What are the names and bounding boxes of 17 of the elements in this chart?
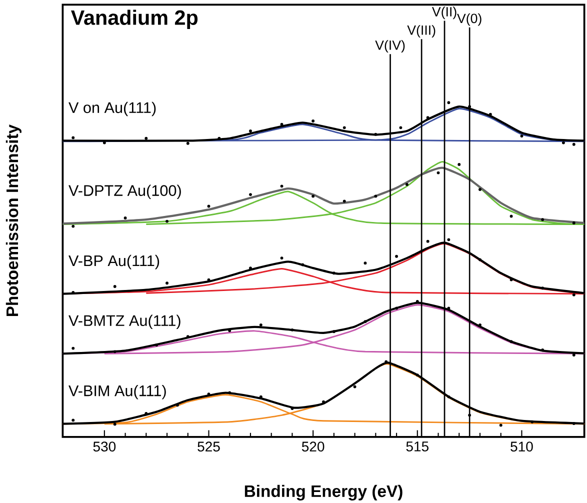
series-label: V-BIM Au(111) xyxy=(68,385,166,400)
y-axis-title: Photoemission Intensity xyxy=(6,124,22,316)
series-label: V-BP Au(111) xyxy=(68,254,160,270)
ref-line-label: V(II) xyxy=(432,6,456,20)
x-tick-label: 525 xyxy=(198,442,220,452)
x-tick-label: 510 xyxy=(510,442,533,452)
ref-line-label: V(0) xyxy=(457,13,482,26)
series-label: V-BMTZ Au(111) xyxy=(68,314,180,330)
chart-title: Vanadium 2p xyxy=(70,10,198,30)
series-label: V on Au(111) xyxy=(68,102,156,116)
x-tick-label: 520 xyxy=(302,442,324,452)
ref-line-label: V(III) xyxy=(407,25,436,38)
ref-line-label: V(IV) xyxy=(375,40,405,53)
x-tick-label: 515 xyxy=(406,442,428,452)
series-label: V-DPTZ Au(100) xyxy=(68,184,181,200)
x-axis-title: Binding Energy (eV) xyxy=(244,484,402,500)
x-tick-label: 530 xyxy=(93,442,116,452)
